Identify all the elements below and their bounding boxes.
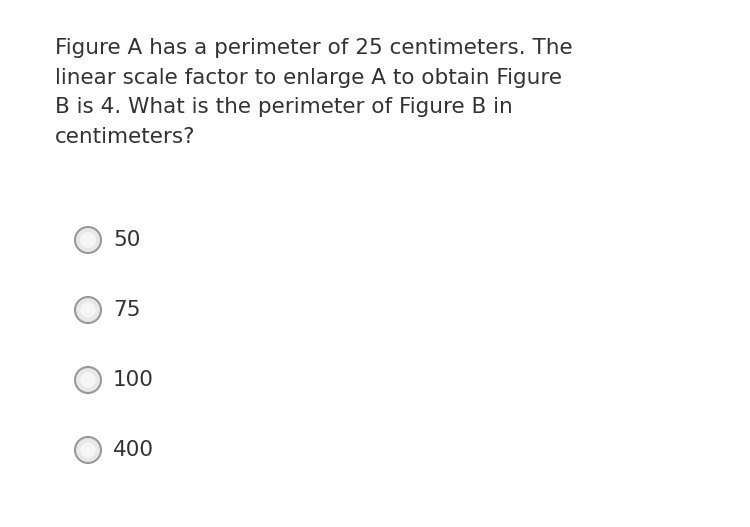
Circle shape (80, 302, 96, 318)
Text: 50: 50 (113, 230, 140, 250)
Circle shape (80, 372, 96, 388)
Circle shape (75, 297, 101, 323)
Text: 400: 400 (113, 440, 154, 460)
Circle shape (75, 367, 101, 393)
Circle shape (75, 437, 101, 463)
Text: 100: 100 (113, 370, 154, 390)
Circle shape (75, 227, 101, 253)
Text: Figure A has a perimeter of 25 centimeters. The
linear scale factor to enlarge A: Figure A has a perimeter of 25 centimete… (55, 38, 573, 147)
Text: 75: 75 (113, 300, 140, 320)
Circle shape (80, 442, 96, 458)
Circle shape (80, 232, 96, 248)
